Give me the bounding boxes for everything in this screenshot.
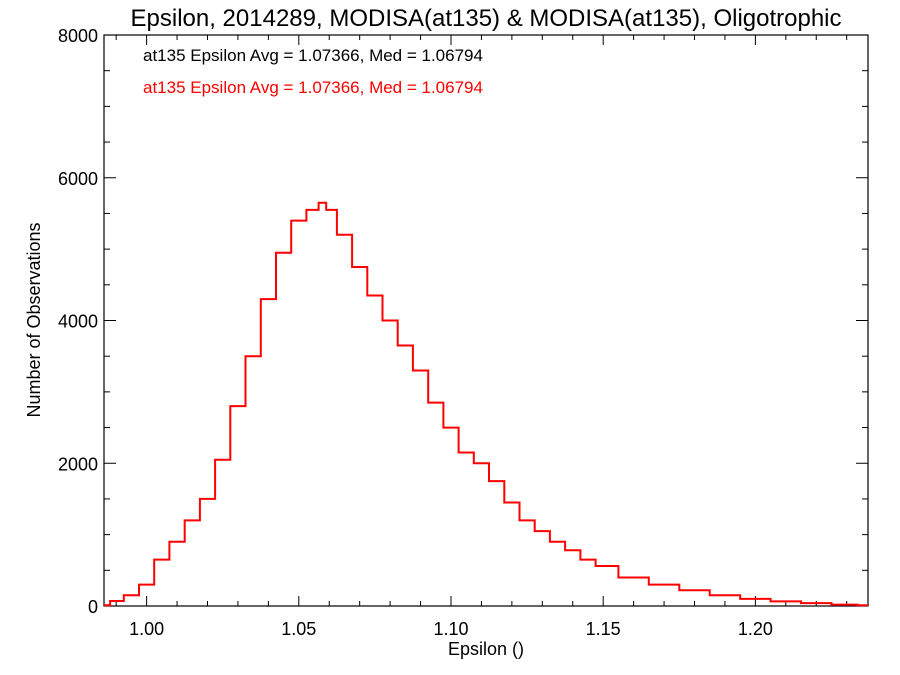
x-tick-label: 1.05 [281, 619, 316, 639]
y-tick-label: 0 [88, 597, 98, 617]
x-tick-label: 1.20 [738, 619, 773, 639]
x-axis-ticks: 1.00 1.05 1.10 1.15 1.20 [115, 35, 848, 639]
chart-title: Epsilon, 2014289, MODISA(at135) & MODISA… [131, 5, 842, 32]
series-layer [104, 201, 868, 607]
y-tick-label: 8000 [58, 26, 98, 46]
y-axis-ticks: 0 2000 4000 6000 8000 [58, 26, 868, 617]
y-tick-label: 4000 [58, 312, 98, 332]
plot-frame [103, 34, 869, 607]
legend-entry-red: at135 Epsilon Avg = 1.07366, Med = 1.067… [143, 78, 483, 97]
x-axis-label: Epsilon () [448, 639, 524, 659]
x-tick-label: 1.00 [129, 619, 164, 639]
y-tick-label: 2000 [58, 454, 98, 474]
series-line [104, 201, 868, 607]
y-axis-label: Number of Observations [24, 222, 44, 417]
y-tick-label: 6000 [58, 169, 98, 189]
x-tick-label: 1.15 [586, 619, 621, 639]
legend-entry-black: at135 Epsilon Avg = 1.07366, Med = 1.067… [143, 46, 483, 65]
x-tick-label: 1.10 [433, 619, 468, 639]
legend: at135 Epsilon Avg = 1.07366, Med = 1.067… [143, 46, 483, 97]
